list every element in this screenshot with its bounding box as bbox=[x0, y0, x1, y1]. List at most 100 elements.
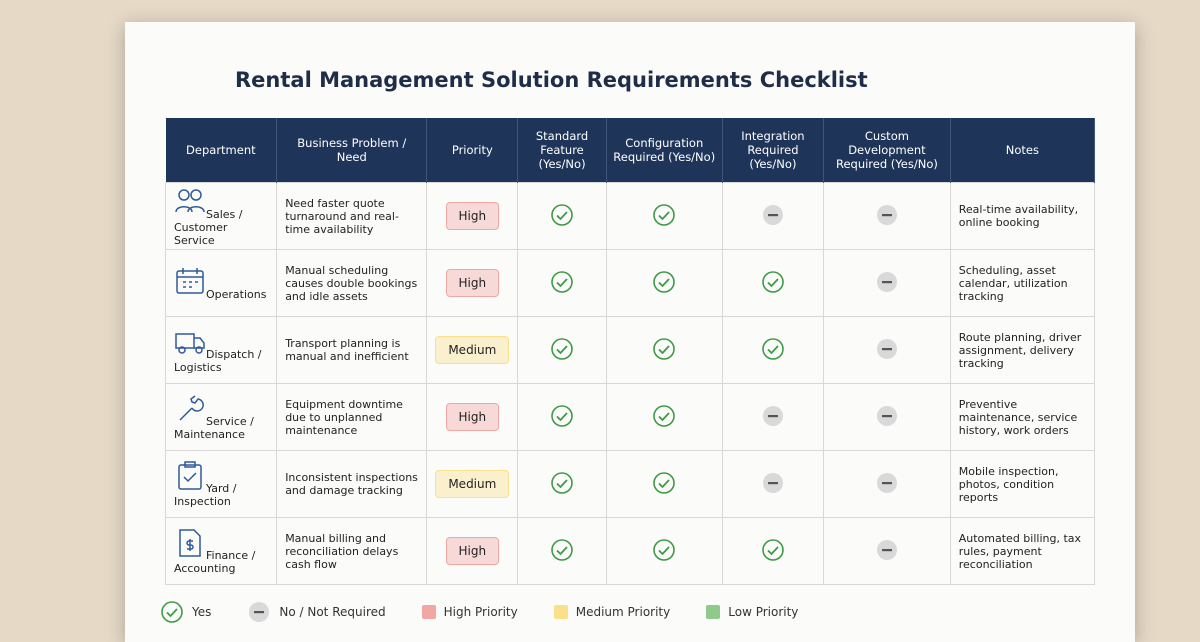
department-icon bbox=[179, 395, 204, 421]
table-row: Service / Maintenance Equipment downtime … bbox=[164, 383, 1096, 451]
check-cell bbox=[721, 383, 825, 451]
department-name: Dispatch / Logistics bbox=[174, 348, 262, 374]
check-cell bbox=[605, 316, 723, 384]
check-cell bbox=[721, 517, 825, 585]
check-cell bbox=[721, 249, 825, 317]
check-cell bbox=[823, 316, 951, 384]
table-row: Operations Manual scheduling causes doubl… bbox=[164, 249, 1096, 317]
department: Sales / Customer Service bbox=[174, 186, 268, 247]
department-icon bbox=[175, 333, 205, 354]
notes-cell: Real-time availability, online booking bbox=[949, 182, 1096, 250]
legend-label: High Priority bbox=[443, 605, 518, 619]
no-icon bbox=[876, 472, 897, 493]
legend-swatch bbox=[553, 605, 568, 619]
need-cell: Manual billing and reconciliation delays… bbox=[276, 517, 428, 585]
check-cell bbox=[721, 450, 825, 518]
column-header: Department bbox=[165, 118, 278, 183]
department-icon bbox=[175, 188, 205, 212]
check-cell bbox=[517, 383, 607, 451]
yes-icon bbox=[653, 270, 676, 293]
check-cell bbox=[823, 450, 951, 518]
department-cell: Yard / Inspection bbox=[164, 450, 278, 518]
department-name: Yard / Inspection bbox=[174, 482, 237, 508]
priority-badge: High bbox=[445, 202, 500, 230]
no-icon bbox=[876, 338, 897, 359]
yes-icon bbox=[762, 538, 784, 561]
department: Service / Maintenance bbox=[174, 393, 268, 441]
no-icon bbox=[249, 602, 270, 622]
priority-cell: Medium bbox=[426, 316, 519, 384]
table-row: Finance / Accounting Manual billing and r… bbox=[164, 517, 1096, 585]
check-cell bbox=[823, 249, 951, 317]
department-cell: Dispatch / Logistics bbox=[164, 316, 278, 384]
department: Finance / Accounting bbox=[174, 527, 268, 575]
department-name: Finance / Accounting bbox=[174, 549, 256, 575]
legend-label: Low Priority bbox=[728, 605, 799, 619]
yes-icon bbox=[551, 270, 573, 293]
legend-label: Yes bbox=[192, 605, 212, 619]
department-icon bbox=[179, 529, 201, 557]
check-cell bbox=[605, 182, 723, 250]
check-cell bbox=[721, 316, 825, 384]
department-cell: Operations bbox=[164, 249, 278, 317]
yes-icon bbox=[551, 337, 573, 360]
yes-icon bbox=[653, 203, 676, 226]
yes-icon bbox=[551, 471, 573, 494]
check-cell bbox=[605, 450, 723, 518]
column-header: Notes bbox=[950, 118, 1096, 183]
need-cell: Transport planning is manual and ineffic… bbox=[276, 316, 428, 384]
check-cell bbox=[605, 517, 723, 585]
legend-item: Yes bbox=[160, 600, 211, 624]
table-row: Sales / Customer Service Need faster quot… bbox=[164, 182, 1096, 250]
document: Rental Management Solution Requirements … bbox=[125, 22, 1135, 642]
legend-item: High Priority bbox=[421, 605, 518, 619]
title: Rental Management Solution Requirements … bbox=[235, 68, 868, 92]
priority-badge: High bbox=[445, 403, 500, 431]
need-cell: Equipment downtime due to unplanned main… bbox=[276, 383, 428, 451]
table-row: Yard / Inspection Inconsistent inspection… bbox=[164, 450, 1096, 518]
check-cell bbox=[823, 517, 951, 585]
no-icon bbox=[876, 204, 897, 225]
legend-item: Medium Priority bbox=[553, 605, 671, 619]
header-row: Department Business Problem / Need Priorit… bbox=[165, 118, 1096, 183]
legend-item: No / Not Required bbox=[247, 600, 386, 624]
legend-label: Medium Priority bbox=[575, 605, 671, 619]
department-cell: Service / Maintenance bbox=[164, 383, 278, 451]
check-cell bbox=[823, 383, 951, 451]
department: Dispatch / Logistics bbox=[174, 326, 268, 374]
check-cell bbox=[605, 249, 723, 317]
notes-cell: Mobile inspection, photos, condition rep… bbox=[949, 450, 1096, 518]
column-header: Configuration Required (Yes/No) bbox=[606, 118, 723, 183]
department-name: Sales / Customer Service bbox=[174, 207, 243, 247]
column-header: Custom Development Required (Yes/No) bbox=[823, 118, 951, 183]
no-icon bbox=[762, 472, 783, 493]
department-icon bbox=[176, 267, 204, 294]
check-cell bbox=[517, 517, 607, 585]
check-cell bbox=[517, 182, 607, 250]
column-header: Priority bbox=[426, 118, 519, 183]
legend-item: Low Priority bbox=[706, 605, 798, 619]
checklist-table: Department Business Problem / Need Priorit… bbox=[164, 118, 1096, 585]
yes-icon bbox=[653, 471, 676, 494]
priority-badge: High bbox=[445, 269, 500, 297]
notes-cell: Route planning, driver assignment, deliv… bbox=[949, 316, 1096, 384]
need-cell: Need faster quote turnaround and real-ti… bbox=[276, 182, 428, 250]
need-cell: Manual scheduling causes double bookings… bbox=[276, 249, 428, 317]
yes-icon bbox=[161, 601, 183, 623]
table-row: Dispatch / Logistics Transport planning i… bbox=[164, 316, 1096, 384]
legend-swatch bbox=[706, 605, 721, 619]
priority-cell: Medium bbox=[426, 450, 519, 518]
check-cell bbox=[517, 316, 607, 384]
yes-icon bbox=[653, 404, 676, 427]
need-cell: Inconsistent inspections and damage trac… bbox=[276, 450, 428, 518]
yes-icon bbox=[551, 404, 573, 427]
yes-icon bbox=[551, 538, 573, 561]
legend: Yes No / Not Required High Priority Medium … bbox=[160, 600, 798, 624]
yes-icon bbox=[653, 337, 676, 360]
notes-cell: Automated billing, tax rules, payment re… bbox=[949, 517, 1096, 585]
department: Yard / Inspection bbox=[174, 460, 268, 508]
priority-cell: High bbox=[426, 249, 519, 317]
check-cell bbox=[721, 182, 825, 250]
department-name: Operations bbox=[206, 287, 267, 301]
